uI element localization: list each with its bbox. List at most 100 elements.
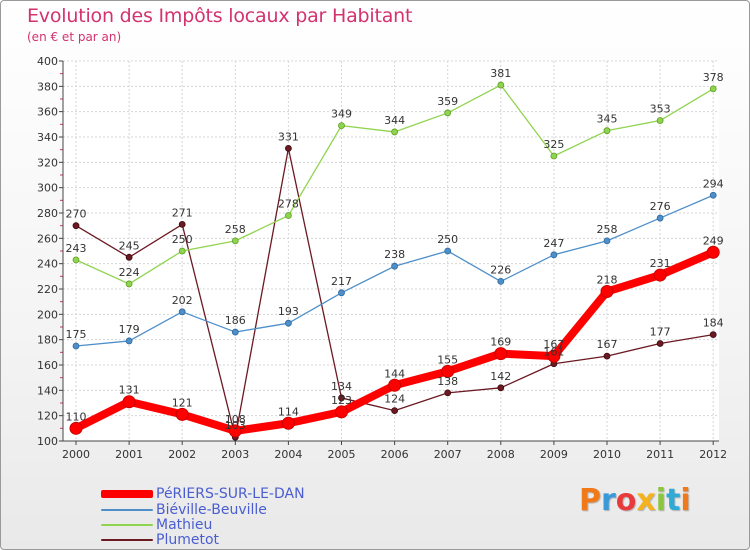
x-tick-label: 2009 <box>540 448 568 461</box>
brand-letter: r <box>601 483 616 518</box>
series-point-1 <box>284 319 292 327</box>
legend-label-periers: PéRIERS-SUR-LE-DAN <box>156 486 305 502</box>
data-label: 245 <box>119 239 140 252</box>
legend-item-bieville: Biéville-Beuville <box>101 502 267 518</box>
data-label: 202 <box>172 294 193 307</box>
legend-item-mathieu: Mathieu <box>101 517 212 533</box>
series-point-1 <box>550 251 558 259</box>
series-point-3 <box>284 144 292 152</box>
series-point-0 <box>547 349 561 363</box>
data-label: 325 <box>543 138 564 151</box>
data-label: 238 <box>384 248 405 261</box>
series-point-1 <box>231 328 239 336</box>
data-label: 131 <box>119 384 140 397</box>
series-point-2 <box>72 256 80 264</box>
series-point-2 <box>178 247 186 255</box>
legend-label-mathieu: Mathieu <box>156 517 213 533</box>
series-point-1 <box>391 262 399 270</box>
data-label: 103 <box>225 419 246 432</box>
series-point-0 <box>281 416 295 430</box>
data-label: 258 <box>225 223 246 236</box>
data-label: 247 <box>543 237 564 250</box>
data-label: 278 <box>278 198 299 211</box>
data-label: 186 <box>225 314 246 327</box>
x-tick-label: 2000 <box>62 448 90 461</box>
x-tick-label: 2008 <box>487 448 515 461</box>
series-point-2 <box>603 127 611 135</box>
legend-item-plumetot: Plumetot <box>101 532 219 548</box>
data-label: 249 <box>703 234 724 247</box>
proxiti-logo: Proxiti <box>579 483 691 518</box>
x-tick-label: 2003 <box>221 448 249 461</box>
y-tick-label: 120 <box>37 410 58 423</box>
data-label: 123 <box>331 394 352 407</box>
y-tick-label: 200 <box>37 308 58 321</box>
series-point-3 <box>338 394 345 402</box>
data-label: 184 <box>703 317 724 330</box>
y-tick-label: 280 <box>37 207 58 220</box>
data-label: 217 <box>331 275 352 288</box>
chart-title: Evolution des Impôts locaux par Habitant <box>27 5 413 27</box>
axes: 100 120 140 160 180 200 220 240 260 280 300 320 340 3… <box>37 55 727 461</box>
legend-swatch-bieville <box>101 509 153 511</box>
data-label: 271 <box>172 206 193 219</box>
data-label: 177 <box>650 325 671 338</box>
data-label: 167 <box>543 338 564 351</box>
series-point-0 <box>706 245 720 259</box>
y-tick-label: 300 <box>37 182 58 195</box>
series <box>69 81 720 441</box>
data-label: 110 <box>66 410 87 423</box>
series-point-3 <box>125 253 133 261</box>
series-point-1 <box>125 337 133 345</box>
y-tick-label: 400 <box>37 55 58 68</box>
series-point-1 <box>178 308 186 316</box>
series-point-1 <box>338 289 345 297</box>
data-label: 193 <box>278 305 299 318</box>
series-point-2 <box>391 128 399 136</box>
data-label: 155 <box>437 353 458 366</box>
series-point-1 <box>603 237 611 245</box>
series-point-1 <box>72 342 80 350</box>
data-label: 161 <box>543 346 564 359</box>
data-label: 250 <box>437 233 458 246</box>
series-point-1 <box>444 247 452 255</box>
series-point-3 <box>72 222 80 230</box>
series-point-3 <box>656 340 664 347</box>
legend-swatch-mathieu <box>101 524 153 526</box>
series-point-2 <box>284 212 292 219</box>
plot-area <box>63 61 719 441</box>
series-point-2 <box>550 152 558 160</box>
x-tick-label: 2011 <box>646 448 674 461</box>
brand-letter: o <box>615 483 637 518</box>
series-point-0 <box>335 405 348 419</box>
series-point-2 <box>709 85 717 93</box>
data-label: 294 <box>703 177 724 190</box>
series-point-2 <box>231 237 239 245</box>
chart-subtitle: (en € et par an) <box>27 30 122 44</box>
y-tick-label: 380 <box>37 80 58 93</box>
data-label: 121 <box>172 396 193 409</box>
data-label: 175 <box>66 328 87 341</box>
data-label: 144 <box>384 367 405 380</box>
data-label: 276 <box>650 200 671 213</box>
data-label: 169 <box>490 336 511 349</box>
series-point-3 <box>444 389 452 397</box>
x-tick-label: 2006 <box>381 448 409 461</box>
series-point-0 <box>228 424 242 438</box>
y-tick-label: 240 <box>37 258 58 271</box>
brand-letter: x <box>636 483 656 518</box>
legend-swatch-plumetot <box>101 539 153 541</box>
data-label: 138 <box>437 375 458 388</box>
x-tick-label: 2002 <box>168 448 196 461</box>
data-label: 231 <box>650 257 671 270</box>
y-tick-label: 360 <box>37 106 58 119</box>
series-point-0 <box>494 347 508 361</box>
series-point-0 <box>388 378 402 392</box>
grid <box>63 60 719 442</box>
data-label: 345 <box>597 113 618 126</box>
data-label: 344 <box>384 114 405 127</box>
data-label: 218 <box>597 274 618 287</box>
data-label: 250 <box>172 233 193 246</box>
